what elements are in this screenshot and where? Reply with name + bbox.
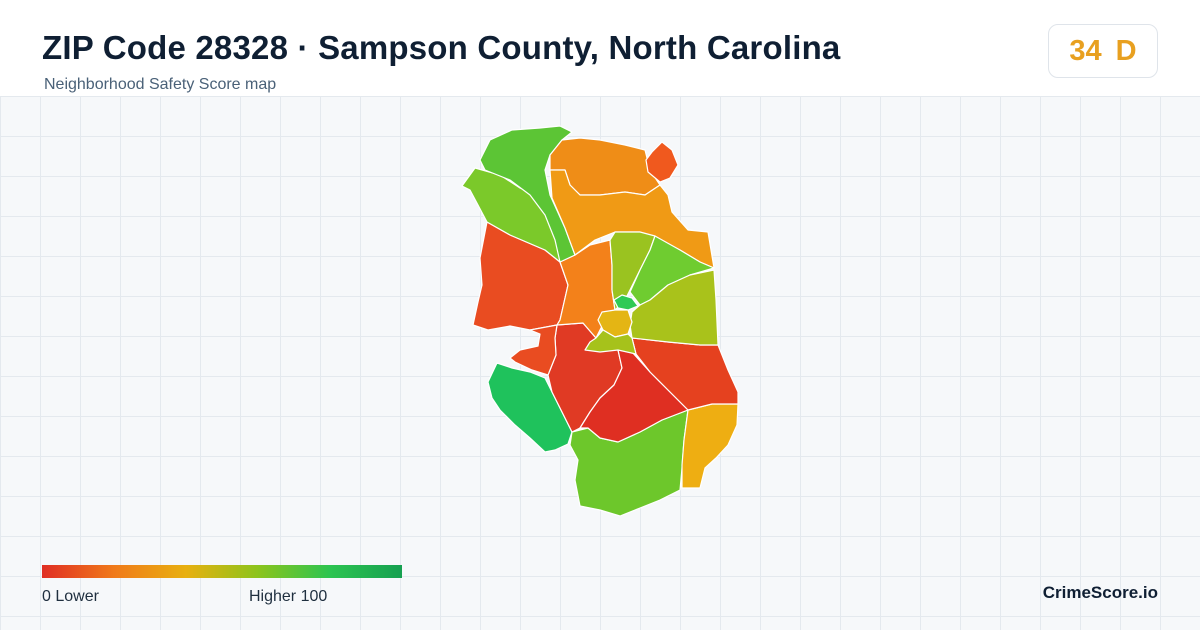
region-south-east-lower[interactable] [681,403,739,489]
legend-gradient-bar [42,565,402,578]
map-regions [461,125,739,517]
header-band [0,0,1200,96]
legend-min-label: 0 Lower [42,588,99,605]
region-town-green[interactable] [613,294,639,311]
page-title: ZIP Code 28328 · Sampson County, North C… [42,29,841,66]
score-badge: 34 D [1048,24,1158,78]
region-west-lower[interactable] [509,324,558,376]
page-subtitle: Neighborhood Safety Score map [44,76,277,93]
region-north-ridge[interactable] [549,169,715,269]
brand-logo-text: CrimeScore.io [1042,583,1158,602]
legend-max-label: Higher 100 [249,588,328,605]
region-south-west[interactable] [487,362,573,453]
score-grade: D [1115,34,1137,67]
score-value: 34 [1069,34,1102,67]
region-north-east-small[interactable] [645,141,679,183]
region-town-south[interactable] [584,329,637,355]
